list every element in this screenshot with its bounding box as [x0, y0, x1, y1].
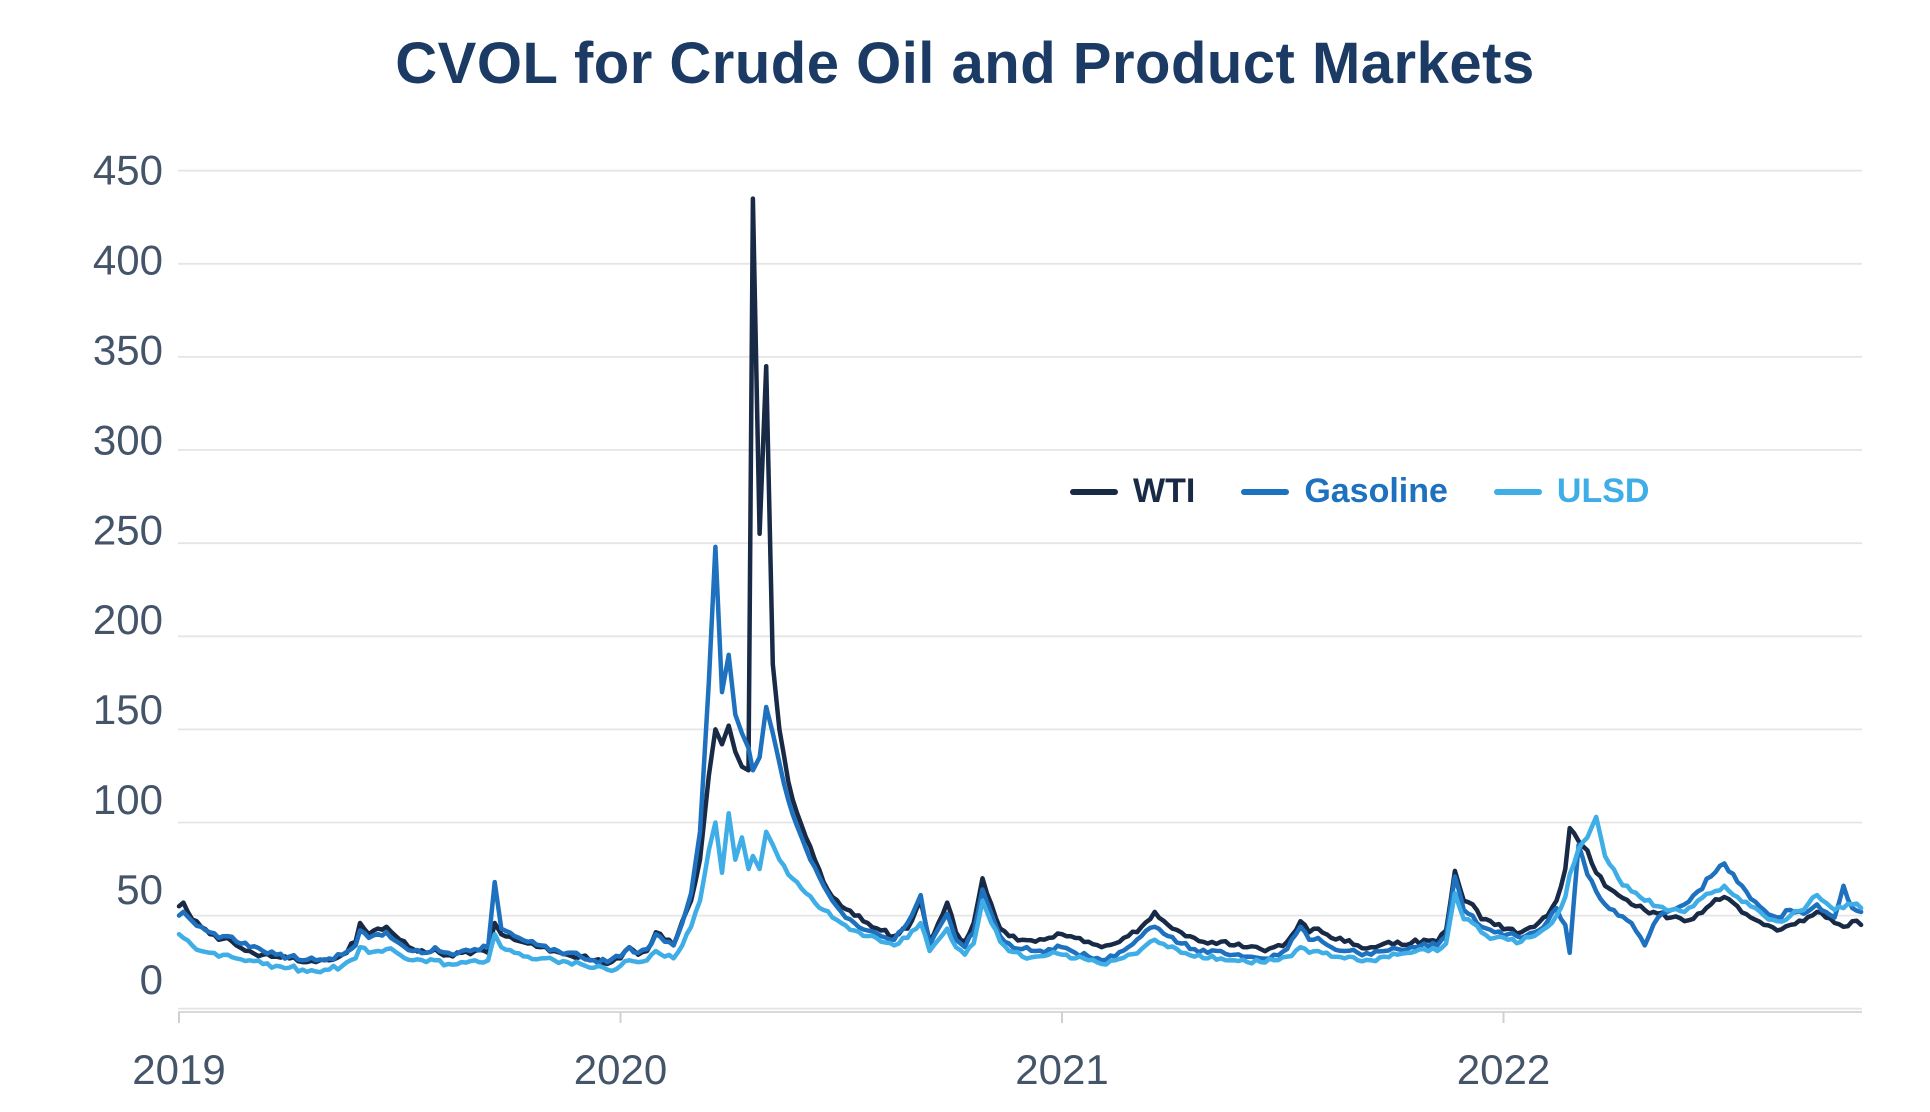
ulsd-series-line	[176, 810, 1864, 975]
y-tick-label-450: 450	[93, 147, 163, 194]
legend: WTI Gasoline ULSD	[1070, 472, 1649, 511]
y-tick-label-350: 350	[93, 327, 163, 374]
legend-label-wti: WTI	[1133, 472, 1196, 510]
legend-item-ulsd: ULSD	[1493, 472, 1650, 511]
x-tick-label-2021: 2021	[1015, 1046, 1108, 1093]
x-tick-label-2022: 2022	[1457, 1046, 1550, 1093]
gasoline-series-line	[176, 544, 1864, 966]
y-tick-label-100: 100	[93, 776, 163, 823]
legend-label-ulsd: ULSD	[1556, 472, 1650, 510]
wti-series-line	[176, 196, 1864, 967]
chart-title: CVOL for Crude Oil and Product Markets	[395, 31, 1535, 96]
y-tick-label-50: 50	[116, 866, 163, 913]
gasoline-line-swatch	[1241, 488, 1290, 495]
x-tick-label-2020: 2020	[574, 1046, 667, 1093]
legend-label-gasoline: Gasoline	[1304, 472, 1448, 510]
y-tick-label-0: 0	[140, 956, 163, 1003]
y-tick-label-150: 150	[93, 686, 163, 733]
legend-item-gasoline: Gasoline	[1241, 472, 1448, 511]
ulsd-line-swatch	[1493, 488, 1542, 495]
y-tick-label-400: 400	[93, 237, 163, 284]
legend-item-wti: WTI	[1070, 472, 1195, 511]
x-tick-label-2019: 2019	[132, 1046, 225, 1093]
y-tick-label-300: 300	[93, 416, 163, 463]
y-tick-label-250: 250	[93, 506, 163, 553]
wti-line-swatch	[1070, 488, 1118, 495]
y-tick-label-200: 200	[93, 596, 163, 643]
